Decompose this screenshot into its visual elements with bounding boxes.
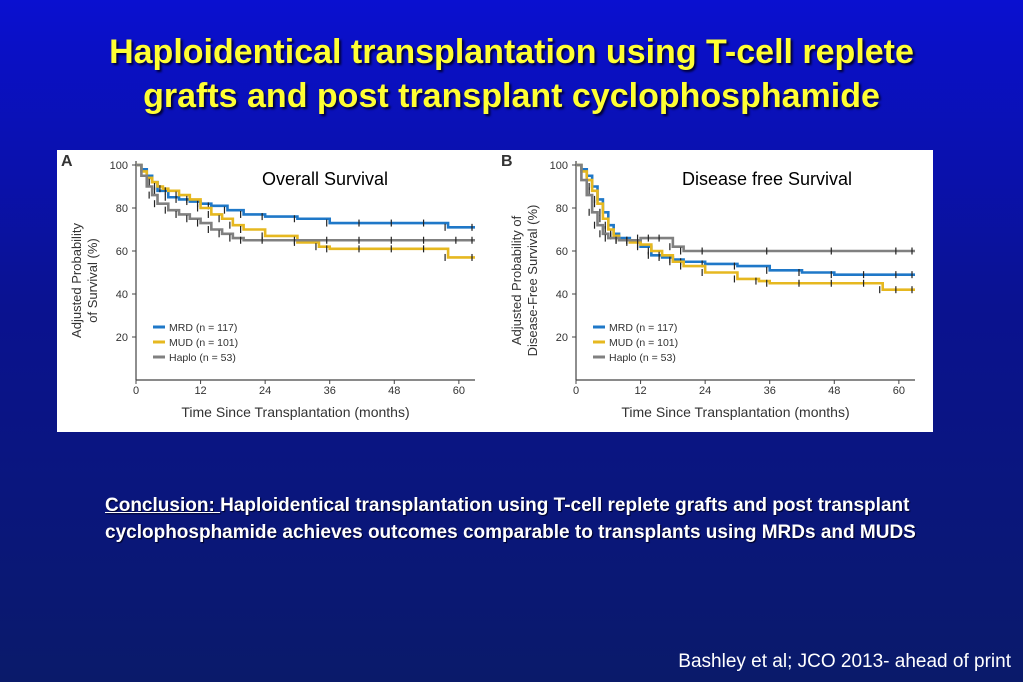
- x-tick-label: 60: [893, 385, 905, 397]
- y-axis-label-line-1: Adjusted Probability of: [509, 215, 524, 345]
- y-tick-label: 100: [110, 160, 128, 172]
- y-tick-label: 40: [116, 289, 128, 301]
- legend-entry: Haplo (n = 53): [609, 352, 676, 364]
- legend-entry: MRD (n = 117): [169, 322, 237, 334]
- chart-b: B Disease free Survival 100 80 60 40 20 0 12 24 36…: [501, 153, 915, 420]
- y-tick-label: 20: [116, 332, 128, 344]
- series-line-mud: [576, 163, 915, 291]
- x-tick-label: 0: [133, 385, 139, 397]
- x-tick-label: 24: [699, 385, 711, 397]
- conclusion-body: Haploidentical transplantation using T-c…: [105, 495, 916, 543]
- conclusion-text: Conclusion: Haploidentical transplantati…: [105, 492, 925, 546]
- x-tick-label: 36: [324, 385, 336, 397]
- y-tick-label: 20: [556, 332, 568, 344]
- chart-title: Overall Survival: [262, 169, 388, 189]
- y-tick-label: 100: [550, 160, 568, 172]
- x-axis-label: Time Since Transplantation (months): [621, 404, 849, 420]
- chart-title: Disease free Survival: [682, 169, 852, 189]
- slide-title-line-2: grafts and post transplant cyclophospham…: [143, 77, 880, 115]
- chart-a: A Overall Survival 100 80 60 40 20 0 12 24 36 48 60 T…: [61, 153, 475, 420]
- legend-entry: MUD (n = 101): [169, 337, 238, 349]
- x-tick-label: 60: [453, 385, 465, 397]
- x-tick-label: 48: [388, 385, 400, 397]
- series-line-haplo: [136, 163, 475, 242]
- y-tick-label: 80: [556, 203, 568, 215]
- conclusion-lead: Conclusion:: [105, 495, 221, 516]
- y-axis-label-line-2: of Survival (%): [85, 238, 100, 323]
- panel-label: B: [501, 153, 513, 170]
- chart-panel: A Overall Survival 100 80 60 40 20 0 12 24 36 48 60 T…: [57, 150, 933, 432]
- series-line-haplo: [576, 163, 915, 253]
- series-line-mud: [136, 163, 475, 259]
- y-tick-label: 60: [116, 246, 128, 258]
- panel-label: A: [61, 153, 73, 170]
- x-axis-label: Time Since Transplantation (months): [181, 404, 409, 420]
- x-tick-label: 48: [828, 385, 840, 397]
- survival-charts: A Overall Survival 100 80 60 40 20 0 12 24 36 48 60 T…: [61, 153, 915, 420]
- citation: Bashley et al; JCO 2013- ahead of print: [678, 651, 1011, 672]
- x-tick-label: 12: [634, 385, 646, 397]
- y-tick-label: 40: [556, 289, 568, 301]
- legend-entry: MRD (n = 117): [609, 322, 677, 334]
- legend-entry: Haplo (n = 53): [169, 352, 236, 364]
- y-tick-label: 60: [556, 246, 568, 258]
- slide-title-line-1: Haploidentical transplantation using T-c…: [109, 33, 914, 71]
- y-axis-label-line-1: Adjusted Probability: [69, 223, 84, 338]
- x-tick-label: 36: [764, 385, 776, 397]
- series-line-mrd: [576, 163, 915, 276]
- y-axis-label-line-2: Disease-Free Survival (%): [525, 205, 540, 357]
- legend-entry: MUD (n = 101): [609, 337, 678, 349]
- slide-title: Haploidentical transplantation using T-c…: [0, 30, 1023, 118]
- x-tick-label: 12: [194, 385, 206, 397]
- y-tick-label: 80: [116, 203, 128, 215]
- x-tick-label: 0: [573, 385, 579, 397]
- x-tick-label: 24: [259, 385, 271, 397]
